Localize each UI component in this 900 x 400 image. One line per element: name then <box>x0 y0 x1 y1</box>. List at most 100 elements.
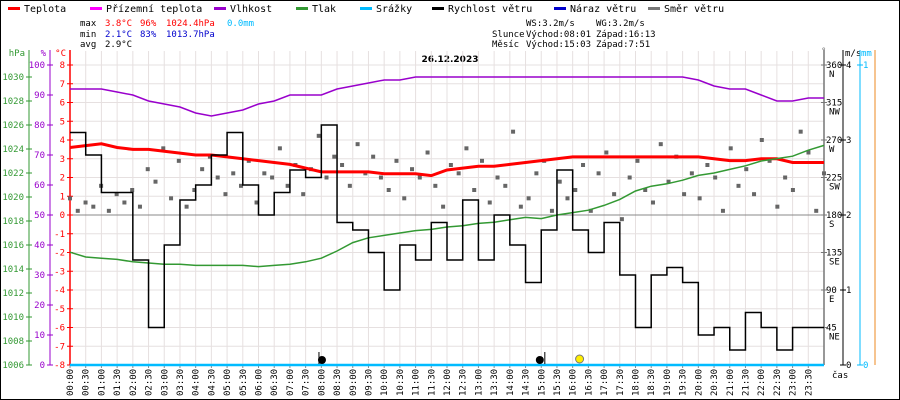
x-tick-label: 01:30 <box>113 369 123 396</box>
pressure-tick-label: 1030 <box>2 73 24 83</box>
wind-direction-point <box>231 171 236 176</box>
humidity-tick-label: 10 <box>34 331 45 341</box>
sunset-time: Západ:16:13 <box>596 30 656 40</box>
pressure-tick-label: 1014 <box>2 265 24 275</box>
direction-tick-label: 225 <box>826 174 842 184</box>
wind-direction-point <box>254 200 259 205</box>
direction-axis-unit: ° <box>821 47 826 57</box>
wind-direction-point <box>200 167 205 172</box>
stats-avg-temp: 2.9°C <box>105 40 132 50</box>
wind-direction-point <box>479 158 484 163</box>
x-tick-label: 00:00 <box>66 369 76 396</box>
pressure-tick-label: 1026 <box>2 121 24 131</box>
wind-direction-point <box>378 175 383 180</box>
direction-compass-label: S <box>829 220 834 230</box>
pressure-tick-label: 1028 <box>2 97 24 107</box>
wind-direction-point <box>713 175 718 180</box>
sunrise-time: Východ:08:01 <box>526 30 591 40</box>
stats-avg-label: avg <box>80 40 96 50</box>
wind-direction-point <box>262 171 267 176</box>
x-tick-label: 11:30 <box>427 369 437 396</box>
stats-max-press: 1024.4hPa <box>166 19 215 29</box>
x-tick-label: 08:00 <box>317 369 327 396</box>
pressure-tick-label: 1012 <box>2 289 24 299</box>
wind-direction-point <box>814 208 819 213</box>
stats-min-hum: 83% <box>140 30 157 40</box>
wind-direction-point <box>736 183 741 188</box>
moonrise-marker-icon <box>535 356 544 364</box>
direction-compass-label: W <box>829 145 835 155</box>
temperature-tick-label: 2 <box>60 174 65 184</box>
wind-direction-point <box>627 175 632 180</box>
wind-direction-point <box>448 163 453 167</box>
wind-direction-point <box>153 179 158 184</box>
wind-direction-point <box>169 196 174 201</box>
x-tick-label: 21:30 <box>741 369 751 396</box>
wind-direction-point <box>720 208 725 213</box>
wind-direction-point <box>301 192 306 197</box>
humidity-tick-label: 80 <box>34 121 45 131</box>
chart-title: 26.12.2023 <box>422 55 479 65</box>
wind-direction-point <box>83 200 88 205</box>
x-tick-label: 18:00 <box>632 369 642 396</box>
wind-direction-point <box>270 175 275 180</box>
wind-direction-point <box>728 146 733 151</box>
temperature-tick-label: -5 <box>54 305 65 315</box>
direction-compass-label: SW <box>829 183 840 193</box>
temperature-tick-label: 6 <box>60 99 65 109</box>
wind-direction-point <box>767 158 772 163</box>
temperature-axis-unit: °C <box>55 49 66 59</box>
wind-direction-point <box>573 188 578 192</box>
moon-label: Měsíc <box>492 40 519 50</box>
temperature-tick-label: -1 <box>54 230 65 240</box>
temperature-tick-label: 8 <box>60 61 65 71</box>
x-tick-label: 23:00 <box>789 369 799 396</box>
wind-direction-point <box>783 175 788 180</box>
x-tick-label: 17:30 <box>616 369 626 396</box>
wind-direction-point <box>161 146 166 151</box>
wind-direction-point <box>355 142 360 147</box>
wind-direction-point <box>744 167 749 172</box>
wind-tick-label: 4 <box>846 61 851 71</box>
wind-direction-point <box>689 171 694 176</box>
wind-direction-point <box>192 188 197 192</box>
wind-direction-point <box>340 163 345 167</box>
wind-direction-point <box>433 183 438 188</box>
temperature-tick-label: -4 <box>54 286 65 296</box>
wind-direction-point <box>425 150 430 155</box>
wind-direction-point <box>464 146 469 151</box>
wind-direction-point <box>705 163 710 167</box>
wind-direction-point <box>75 208 80 213</box>
humidity-axis-unit: % <box>41 49 47 59</box>
wind-direction-point <box>565 196 570 201</box>
humidity-tick-label: 30 <box>34 271 45 281</box>
direction-compass-label: NW <box>829 108 840 118</box>
legend-label: Tlak <box>312 4 336 15</box>
temperature-tick-label: -6 <box>54 324 65 334</box>
x-tick-label: 23:30 <box>804 369 814 396</box>
wind-direction-point <box>277 146 282 151</box>
wind-direction-point <box>68 196 72 201</box>
legend-swatch <box>90 7 102 10</box>
x-tick-label: 03:00 <box>160 369 170 396</box>
x-tick-label: 07:00 <box>286 369 296 396</box>
x-tick-label: 00:30 <box>82 369 92 396</box>
wind-direction-point <box>759 138 764 142</box>
wind-direction-point <box>347 183 352 188</box>
direction-tick-label: 360 <box>826 61 842 71</box>
direction-compass-label: N <box>829 70 834 80</box>
wind-direction-point <box>324 175 329 180</box>
x-tick-label: 04:00 <box>192 369 202 396</box>
legend-swatch <box>8 7 20 10</box>
temperature-tick-label: -3 <box>54 267 65 277</box>
x-tick-label: 22:00 <box>757 369 767 396</box>
rain-axis-unit: mm <box>861 49 872 59</box>
legend-swatch <box>296 7 308 10</box>
grid <box>69 51 825 366</box>
wind-direction-point <box>752 192 757 197</box>
x-tick-label: 05:00 <box>223 369 233 396</box>
moonset-time: Západ:7:51 <box>596 40 650 50</box>
temperature-tick-label: 5 <box>60 117 65 127</box>
wind-direction-point <box>518 204 523 209</box>
x-tick-label: 16:30 <box>584 369 594 396</box>
